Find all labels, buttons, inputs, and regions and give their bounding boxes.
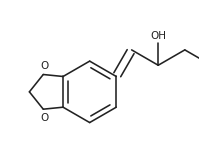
Text: O: O xyxy=(40,113,48,123)
Text: OH: OH xyxy=(150,31,166,41)
Text: O: O xyxy=(40,61,48,71)
